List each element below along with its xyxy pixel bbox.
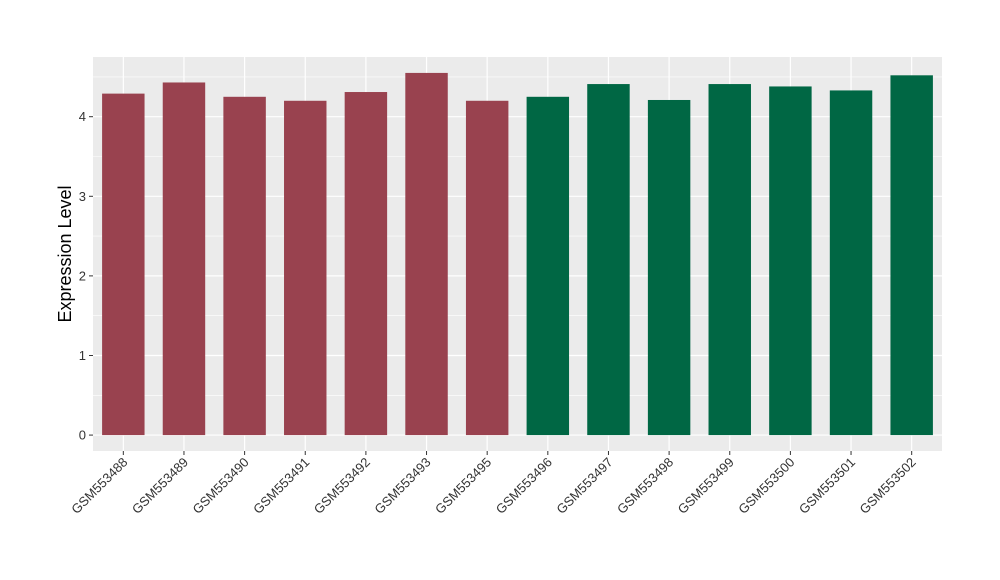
y-tick-label: 3 [79,189,86,204]
bar-gsm553502 [890,75,933,436]
bar-gsm553489 [162,82,206,436]
x-tick-label: GSM553500 [735,455,797,517]
x-tick-label: GSM553495 [432,455,494,517]
x-tick-label: GSM553491 [250,455,312,517]
x-tick-label: GSM553490 [190,455,252,517]
bar-gsm553496 [526,96,570,436]
x-tick-label: GSM553499 [675,455,737,517]
bar-series [102,72,933,436]
bar-gsm553497 [587,84,630,436]
x-axis: GSM553488GSM553489GSM553490GSM553491GSM5… [68,451,919,517]
x-tick-label: GSM553498 [614,455,676,517]
y-axis: 0 1 2 3 4 [79,109,93,443]
bar-gsm553500 [769,86,812,436]
x-tick-label: GSM553492 [311,455,373,517]
bar-gsm553488 [102,93,145,436]
bar-gsm553491 [284,100,327,436]
bar-gsm553498 [647,99,691,436]
y-tick-label: 2 [79,268,86,283]
bar-gsm553490 [223,96,266,436]
x-tick-label: GSM553496 [493,455,555,517]
y-axis-title: Expression Level [55,185,75,322]
x-tick-label: GSM553501 [796,455,858,517]
x-tick-label: GSM553493 [371,455,433,517]
bar-gsm553501 [829,90,873,436]
y-tick-label: 0 [79,428,86,443]
bar-gsm553495 [465,100,509,436]
x-tick-label: GSM553489 [129,455,191,517]
x-tick-label: GSM553502 [857,455,919,517]
x-tick-label: GSM553488 [68,455,130,517]
y-tick-label: 1 [79,348,86,363]
y-tick-label: 4 [79,109,86,124]
bar-gsm553493 [405,72,448,436]
bar-gsm553499 [708,84,751,436]
bar-gsm553492 [344,92,388,436]
x-tick-label: GSM553497 [553,455,615,517]
